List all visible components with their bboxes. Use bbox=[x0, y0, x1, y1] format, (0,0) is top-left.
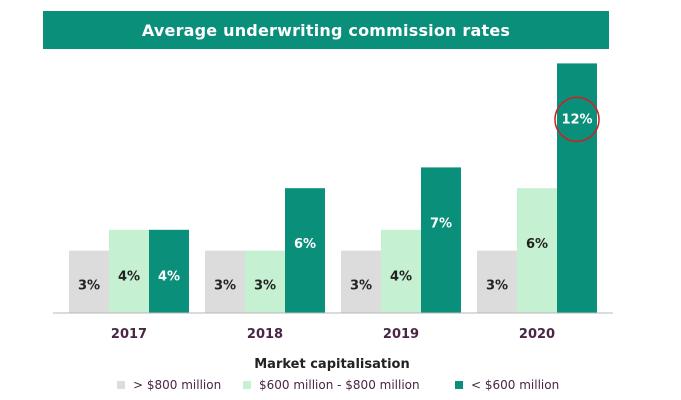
bar bbox=[557, 63, 597, 314]
x-tick-label: 2019 bbox=[383, 327, 419, 342]
data-label: 3% bbox=[350, 279, 372, 294]
data-label: 4% bbox=[390, 269, 412, 284]
data-label: 4% bbox=[158, 269, 180, 284]
chart-title: Average underwriting commission rates bbox=[141, 20, 511, 40]
legend-swatch bbox=[455, 381, 463, 389]
bar bbox=[517, 188, 557, 313]
bar bbox=[245, 250, 285, 313]
highlight-circle bbox=[554, 96, 600, 143]
data-label: 3% bbox=[214, 279, 236, 294]
legend-label: > $800 million bbox=[133, 378, 222, 392]
bar bbox=[285, 188, 325, 313]
legend-label: $600 million - $800 million bbox=[259, 378, 420, 392]
x-axis-title: Market capitalisation bbox=[254, 357, 409, 372]
data-label: 3% bbox=[78, 279, 100, 294]
x-tick-label: 2018 bbox=[247, 327, 283, 342]
legend-swatch bbox=[117, 381, 125, 389]
data-label: 7% bbox=[430, 216, 452, 231]
data-label: 3% bbox=[254, 279, 276, 294]
data-label: 6% bbox=[294, 237, 316, 252]
data-label: 12% bbox=[561, 112, 592, 127]
legend-item: $600 million - $800 million bbox=[243, 378, 420, 392]
chart-legend: > $800 million $600 million - $800 millio… bbox=[117, 378, 577, 394]
bar bbox=[69, 250, 109, 313]
legend-label: < $600 million bbox=[471, 378, 560, 392]
bar bbox=[149, 229, 189, 313]
legend-item: < $600 million bbox=[455, 378, 559, 392]
x-tick-label: 2020 bbox=[519, 327, 555, 342]
data-label: 3% bbox=[486, 279, 508, 294]
chart-title-bar: Average underwriting commission rates bbox=[43, 11, 609, 49]
data-label: 6% bbox=[526, 237, 548, 252]
bar bbox=[477, 250, 517, 313]
legend-swatch bbox=[243, 381, 251, 389]
bar bbox=[381, 229, 421, 313]
bar bbox=[341, 250, 381, 313]
bar bbox=[205, 250, 245, 313]
legend-item: > $800 million bbox=[117, 378, 221, 392]
bar bbox=[421, 167, 461, 313]
x-tick-label: 2017 bbox=[111, 327, 147, 342]
data-label: 4% bbox=[118, 269, 140, 284]
bar bbox=[109, 229, 149, 313]
